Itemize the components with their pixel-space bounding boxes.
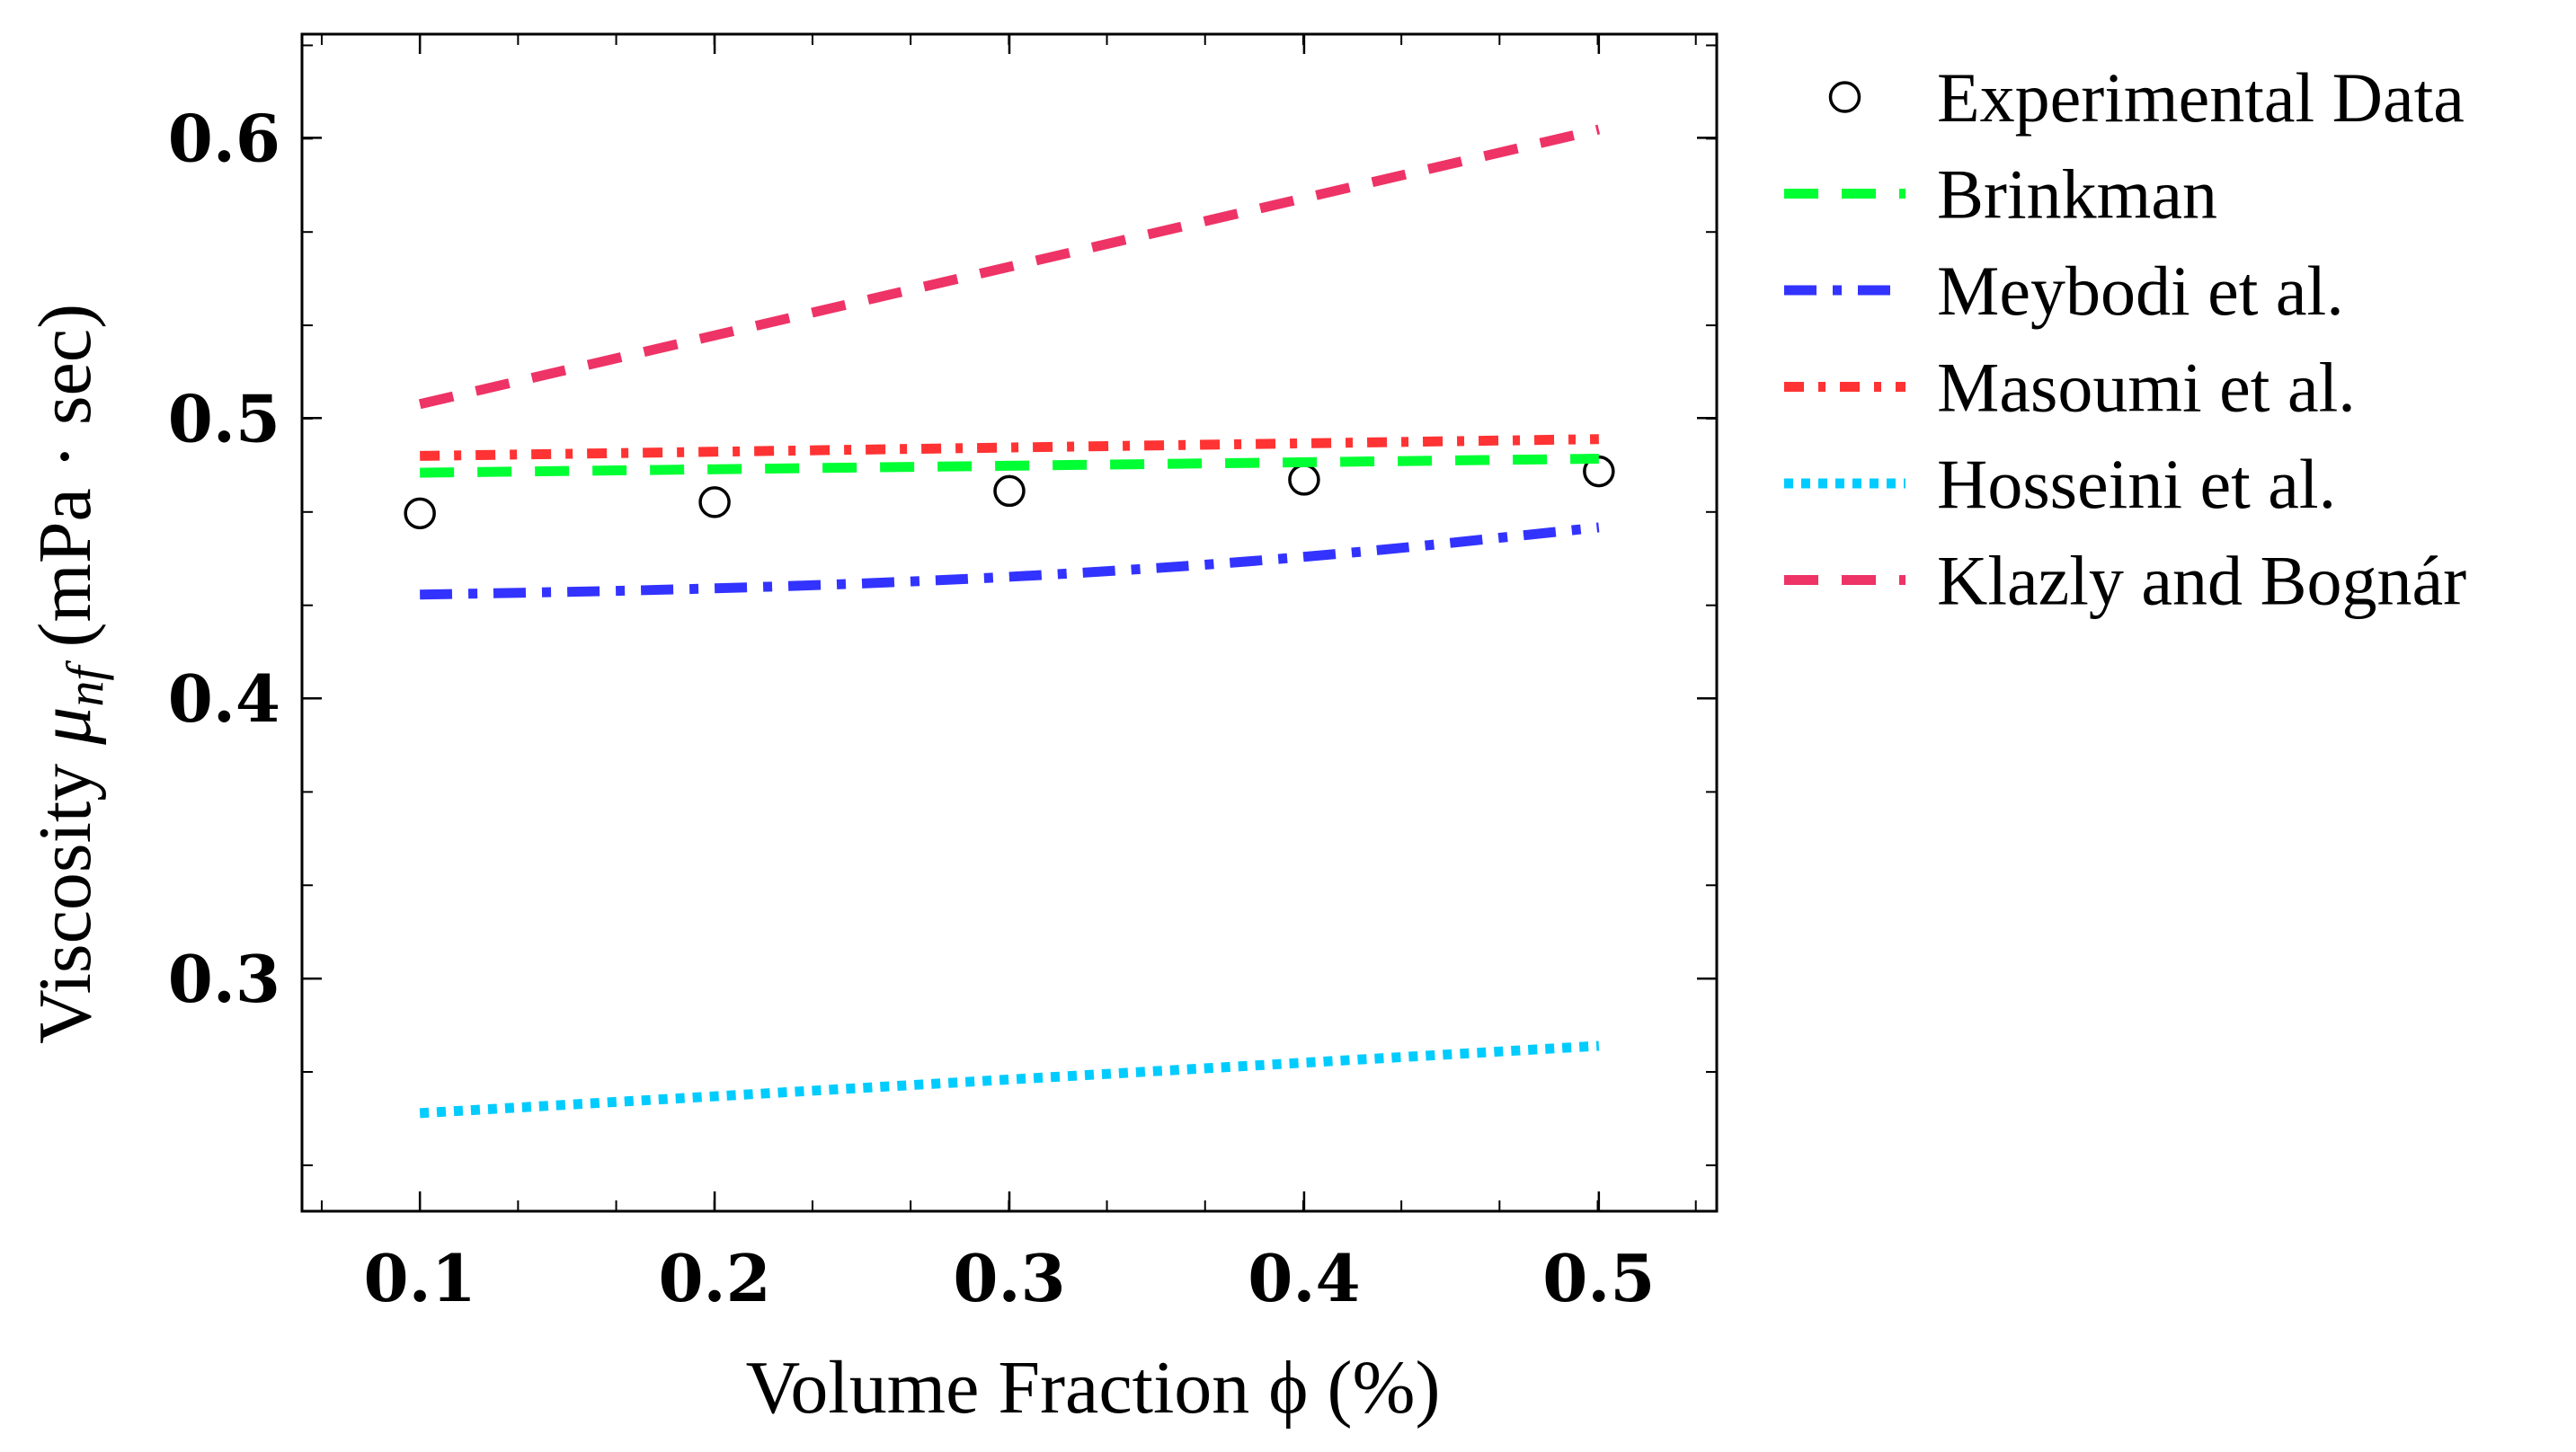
x-tick-label: 0.1	[364, 1240, 476, 1316]
legend: Experimental Data Brinkman Meybodi et al. M…	[1784, 58, 2466, 620]
x-tick-label: 0.3	[953, 1240, 1065, 1316]
y-tick-label: 0.3	[168, 941, 280, 1017]
legend-entry: Experimental Data	[1828, 58, 2465, 137]
y-tick-label: 0.6	[168, 100, 280, 176]
legend-label: Experimental Data	[1937, 58, 2465, 137]
series-line-hosseini-et-al-	[419, 1040, 1600, 1119]
legend-entry: Hosseini et al.	[1784, 445, 2336, 523]
legend-entry: Brinkman	[1784, 155, 2217, 234]
legend-label: Meybodi et al.	[1937, 252, 2344, 330]
legend-marker	[1828, 81, 1861, 113]
legend-label: Masoumi et al.	[1937, 349, 2356, 427]
data-point-marker	[404, 497, 436, 530]
data-point-marker	[1288, 464, 1320, 496]
x-axis-label: Volume Fraction ϕ (%)	[746, 1346, 1441, 1430]
legend-label: Brinkman	[1937, 155, 2217, 234]
y-axis-label-units: (mPa · sec)	[23, 304, 107, 667]
x-tick-label: 0.2	[658, 1240, 770, 1316]
x-tick-label: 0.5	[1542, 1240, 1655, 1316]
data-point-marker	[698, 486, 731, 518]
y-axis-label-subscript: nf	[56, 660, 114, 707]
legend-entry: Masoumi et al.	[1784, 349, 2356, 427]
series-line-brinkman	[420, 454, 1599, 478]
y-axis-label-mu: μ	[23, 707, 107, 746]
data-point-marker	[993, 474, 1026, 508]
series-line-klazly-and-bogn-r	[418, 124, 1601, 410]
legend-entry: Meybodi et al.	[1784, 252, 2344, 330]
data-point-marker	[1583, 455, 1615, 488]
y-axis-label-text: Viscosity	[23, 745, 107, 1044]
plot-area: 0.1 0.2 0.3 0.4 0.5 0.3 0.4 0.5 0.6	[168, 32, 1719, 1316]
legend-label: Klazly and Bognár	[1937, 542, 2466, 620]
y-tick-label: 0.4	[168, 660, 280, 737]
series-line-meybodi-et-al-	[420, 522, 1600, 600]
legend-entry: Klazly and Bognár	[1784, 542, 2466, 620]
plot-frame	[300, 32, 1719, 1213]
y-tick-label: 0.5	[168, 380, 280, 456]
x-tick-label: 0.4	[1248, 1240, 1360, 1316]
series-line-masoumi-et-al-	[420, 434, 1599, 461]
y-axis-label: Viscosity μnf (mPa · sec)	[23, 304, 114, 1044]
legend-label: Hosseini et al.	[1937, 445, 2336, 523]
